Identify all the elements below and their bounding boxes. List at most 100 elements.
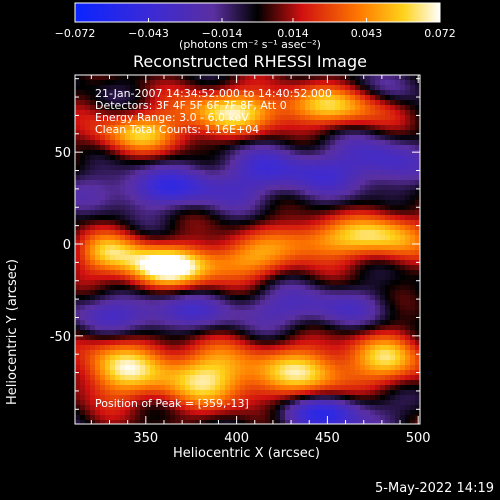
heatmap-cell: [355, 325, 361, 331]
heatmap-cell: [260, 395, 266, 401]
heatmap-cell: [150, 140, 156, 146]
heatmap-cell: [85, 295, 91, 301]
heatmap-cell: [330, 85, 336, 91]
heatmap-cell: [240, 410, 246, 416]
heatmap-cell: [395, 365, 401, 371]
heatmap-cell: [130, 95, 136, 101]
heatmap-cell: [260, 390, 266, 396]
heatmap-cell: [325, 225, 331, 231]
heatmap-cell: [260, 385, 266, 391]
heatmap-cell: [140, 410, 146, 416]
heatmap-cell: [250, 120, 256, 126]
heatmap-cell: [145, 195, 151, 201]
heatmap-cell: [175, 140, 181, 146]
heatmap-cell: [130, 190, 136, 196]
heatmap-cell: [105, 120, 111, 126]
heatmap-cell: [315, 300, 321, 306]
heatmap-cell: [130, 120, 136, 126]
heatmap-cell: [135, 130, 141, 136]
heatmap-cell: [220, 265, 226, 271]
heatmap-cell: [285, 245, 291, 251]
heatmap-cell: [270, 100, 276, 106]
heatmap-cell: [115, 110, 121, 116]
heatmap-cell: [250, 85, 256, 91]
heatmap-cell: [310, 190, 316, 196]
heatmap-cell: [240, 270, 246, 276]
heatmap-cell: [130, 145, 136, 151]
heatmap-cell: [90, 415, 96, 421]
heatmap-cell: [345, 285, 351, 291]
heatmap-cell: [190, 290, 196, 296]
heatmap-cell: [370, 380, 376, 386]
heatmap-cell: [95, 125, 101, 131]
heatmap-cell: [200, 375, 206, 381]
heatmap-cell: [90, 325, 96, 331]
heatmap-cell: [315, 180, 321, 186]
heatmap-cell: [330, 190, 336, 196]
heatmap-cell: [395, 360, 401, 366]
heatmap-cell: [130, 135, 136, 141]
heatmap-cell: [350, 355, 356, 361]
heatmap-cell: [235, 225, 241, 231]
heatmap-cell: [120, 350, 126, 356]
heatmap-cell: [355, 365, 361, 371]
heatmap-cell: [220, 390, 226, 396]
heatmap-cell: [165, 300, 171, 306]
heatmap-cell: [85, 360, 91, 366]
heatmap-cell: [260, 250, 266, 256]
heatmap-cell: [110, 325, 116, 331]
heatmap-cell: [225, 115, 231, 121]
heatmap-cell: [275, 290, 281, 296]
heatmap-cell: [100, 420, 106, 424]
heatmap-cell: [345, 155, 351, 161]
heatmap-cell: [150, 125, 156, 131]
heatmap-cell: [240, 130, 246, 136]
heatmap-cell: [195, 205, 201, 211]
heatmap-cell: [355, 395, 361, 401]
heatmap-cell: [290, 90, 296, 96]
heatmap-cell: [320, 385, 326, 391]
heatmap-cell: [410, 405, 416, 411]
heatmap-cell: [140, 290, 146, 296]
heatmap-cell: [280, 310, 286, 316]
heatmap-cell: [150, 105, 156, 111]
heatmap-cell: [285, 400, 291, 406]
heatmap-cell: [340, 160, 346, 166]
heatmap-cell: [395, 295, 401, 301]
heatmap-cell: [130, 365, 136, 371]
heatmap-cell: [150, 160, 156, 166]
heatmap-cell: [130, 150, 136, 156]
heatmap-cell: [265, 260, 271, 266]
heatmap-cell: [260, 245, 266, 251]
heatmap-cell: [255, 165, 261, 171]
heatmap-cell: [240, 125, 246, 131]
heatmap-cell: [220, 315, 226, 321]
heatmap-cell: [415, 75, 420, 81]
heatmap-cell: [400, 380, 406, 386]
heatmap-cell: [160, 85, 166, 91]
heatmap-cell: [145, 140, 151, 146]
heatmap-cell: [240, 355, 246, 361]
heatmap-cell: [365, 250, 371, 256]
heatmap-cell: [155, 150, 161, 156]
heatmap-cell: [100, 415, 106, 421]
heatmap-cell: [105, 130, 111, 136]
heatmap-cell: [335, 365, 341, 371]
heatmap-cell: [255, 105, 261, 111]
heatmap-cell: [130, 295, 136, 301]
heatmap-cell: [110, 420, 116, 424]
heatmap-cell: [105, 90, 111, 96]
heatmap-cell: [215, 105, 221, 111]
heatmap-cell: [145, 350, 151, 356]
heatmap-cell: [325, 335, 331, 341]
heatmap-cell: [265, 390, 271, 396]
heatmap-cell: [395, 315, 401, 321]
heatmap-cell: [180, 120, 186, 126]
heatmap-cell: [215, 335, 221, 341]
heatmap-cell: [280, 340, 286, 346]
heatmap-cell: [395, 245, 401, 251]
heatmap-cell: [350, 360, 356, 366]
heatmap-cell: [260, 155, 266, 161]
heatmap-cell: [215, 90, 221, 96]
heatmap-cell: [275, 150, 281, 156]
